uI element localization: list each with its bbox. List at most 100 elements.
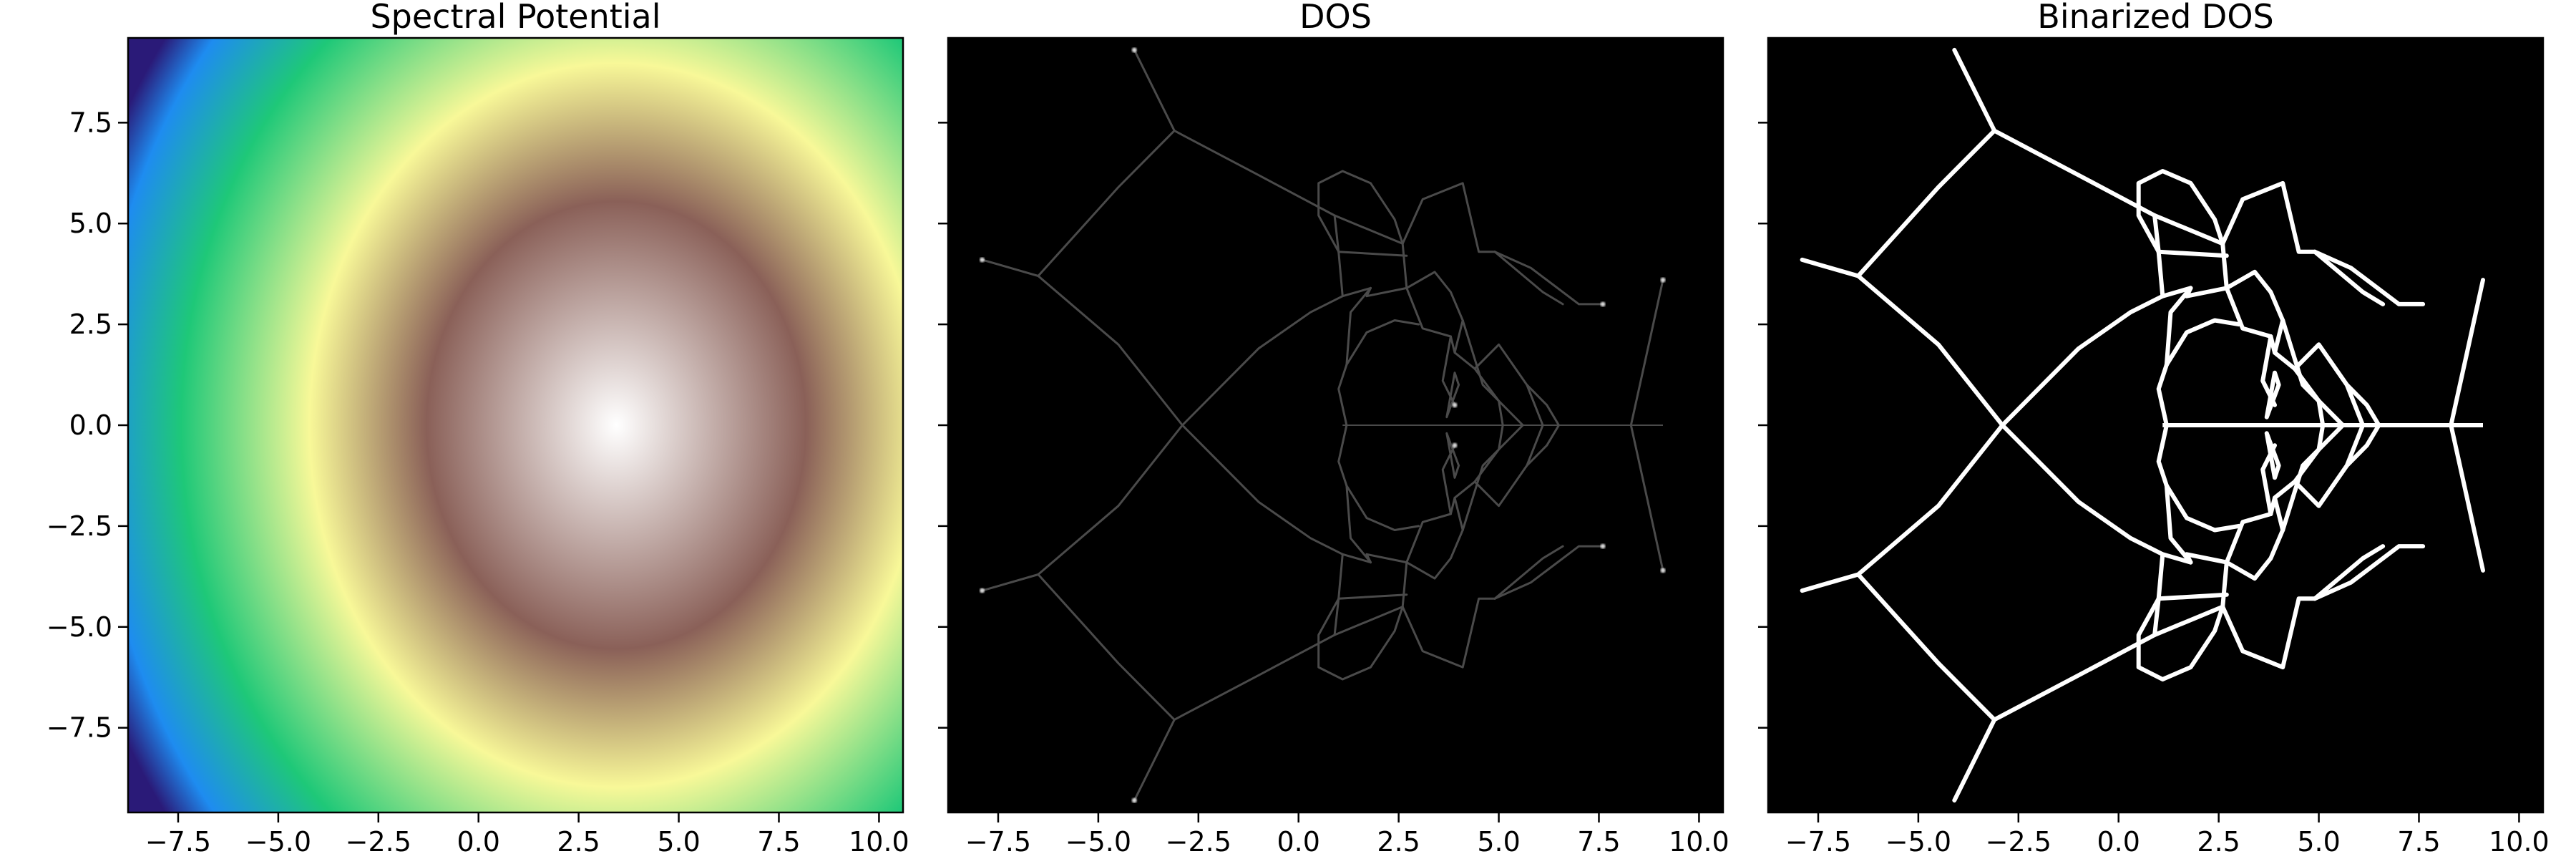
binarized-dos-curve-18-upper (2264, 370, 2281, 419)
x-tick-label: 0.0 (1277, 826, 1320, 858)
binarized-dos-curve-21-upper (2273, 350, 2326, 427)
x-tick-label: 0.0 (457, 826, 500, 858)
dos-curve-5-upper (1333, 214, 1340, 253)
x-tick-label: −5.0 (1065, 826, 1131, 858)
dos-curve-8-upper (1401, 182, 1496, 253)
binarized-dos-x-axis: −7.5 −5.0 −2.5 0.0 2.5 5.0 7.5 10.0 (1785, 812, 2550, 858)
y-tick-label: 7.5 (69, 107, 112, 138)
dos-curve-0-upper (1133, 49, 1404, 245)
binarized-dos-curve-18-lower (2264, 431, 2281, 480)
binarized-dos-curve-14-upper (2313, 249, 2426, 306)
dos-curve-7-lower (1337, 593, 1408, 600)
dos-curve-12-lower (1405, 513, 1452, 564)
x-tick-label: −5.0 (245, 826, 311, 858)
binarized-dos-curve-23-upper (2344, 382, 2381, 427)
x-tick-label: −2.5 (346, 826, 411, 858)
dos-curve-23-upper (1526, 384, 1560, 427)
binarized-dos-curve-14-lower (2313, 544, 2426, 601)
dos-curve-24-upper (1629, 278, 1664, 427)
dos-curve-20-lower (1461, 424, 1524, 531)
binarized-dos-curve-19-lower (2164, 483, 2241, 533)
binarized-dos-curve-12-lower (2224, 512, 2273, 565)
dos-curve-5-lower (1333, 597, 1340, 636)
x-tick-label: 5.0 (2297, 826, 2340, 858)
binarized-dos-curve-4-upper (2220, 241, 2229, 291)
binarized-dos-curve-1-lower (1855, 572, 1997, 722)
binarized-dos-curve-23-lower (2344, 423, 2381, 468)
dos-bright-point (1131, 47, 1137, 53)
dos-bright-point (1660, 568, 1666, 573)
binarized-dos-curve-12-upper (2224, 286, 2273, 339)
dos-curve-21-upper (1453, 351, 1504, 427)
binarized-dos-curve-24-lower (2449, 423, 2485, 573)
binarized-dos-curve-20-lower (2280, 423, 2346, 533)
dos-curves (980, 47, 1666, 803)
x-tick-label: −2.5 (1166, 826, 1231, 858)
dos-curve-20-upper (1461, 319, 1524, 427)
dos-curve-24-lower (1629, 424, 1664, 572)
x-tick-label: −2.5 (1986, 826, 2051, 858)
dos-curve-1-upper (1037, 130, 1176, 277)
dos-curve-13-upper (1493, 251, 1564, 306)
dos-x-axis: −7.5 −5.0 −2.5 0.0 2.5 5.0 7.5 10.0 (965, 812, 1729, 858)
dos-curve-18-lower (1445, 432, 1460, 479)
dos-curve-19-upper (1345, 319, 1420, 366)
x-tick-label: −7.5 (965, 826, 1031, 858)
dos-curve-0-lower (1133, 606, 1404, 802)
binarized-dos-curve-3-upper (2000, 286, 2193, 427)
dos-curve-13-lower (1493, 545, 1564, 600)
binarized-dos-curve-7-upper (2156, 249, 2229, 258)
dos-curve-9-upper (1317, 170, 1404, 253)
spectral-potential-y-axis: 7.5 5.0 2.5 0.0 −2.5 −5.0 −7.5 (47, 107, 128, 744)
x-tick-label: 7.5 (757, 826, 800, 858)
binarized-dos-curves (1800, 47, 2485, 803)
dos-bright-point (1452, 442, 1458, 448)
binarized-dos-curve-6-lower (2156, 552, 2165, 601)
x-tick-label: 2.5 (1377, 826, 1420, 858)
binarized-dos-curve-5-upper (2152, 213, 2161, 254)
x-tick-label: 0.0 (2097, 826, 2140, 858)
dos-curve-10-upper (1405, 271, 1464, 321)
dos-curve-7-upper (1337, 251, 1408, 257)
dos-bright-point (1600, 543, 1606, 549)
binarized-dos-curve-22-lower (2293, 423, 2366, 508)
binarized-dos-curve-7-lower (2156, 592, 2229, 601)
dos-curve-23-lower (1526, 424, 1560, 467)
x-tick-label: 5.0 (657, 826, 700, 858)
binarized-dos-curve-6-upper (2156, 249, 2165, 299)
x-tick-label: 5.0 (1477, 826, 1520, 858)
dos-y-axis (938, 122, 948, 729)
dos-curve-4-lower (1401, 561, 1408, 608)
dos-bright-point (980, 588, 985, 593)
binarized-dos-curve-15-upper (2164, 286, 2193, 367)
x-tick-label: 7.5 (2397, 826, 2440, 858)
dos-title: DOS (1299, 0, 1372, 36)
binarized-dos-curve-3-lower (2000, 423, 2193, 565)
dos-curve-2-lower (981, 424, 1184, 592)
dos-curve-25-lower (1337, 424, 1348, 487)
dos-curve-9-lower (1317, 597, 1404, 681)
dos-curve-6-upper (1337, 251, 1344, 298)
dos-curve-14-lower (1493, 545, 1604, 600)
x-tick-label: 7.5 (1577, 826, 1620, 858)
y-tick-label: −2.5 (47, 510, 112, 542)
x-tick-label: 10.0 (849, 826, 909, 858)
spectral-potential-x-axis: −7.5 −5.0 −2.5 0.0 2.5 5.0 7.5 10.0 (145, 812, 909, 858)
dos-curve-10-lower (1405, 529, 1464, 580)
binarized-dos-curve-10-upper (2224, 269, 2285, 323)
dos-curve-18-upper (1445, 372, 1460, 419)
binarized-dos-curve-25-lower (2156, 423, 2169, 488)
binarized-dos-curve-25-upper (2156, 362, 2169, 427)
binarized-dos-curve-8-upper (2220, 180, 2317, 254)
dos-curve-21-lower (1453, 424, 1504, 499)
dos-curve-3-lower (1181, 424, 1372, 564)
binarized-dos-curve-20-upper (2280, 318, 2346, 427)
binarized-dos-curve-8-lower (2220, 596, 2317, 670)
x-tick-label: 10.0 (1669, 826, 1729, 858)
spectral-potential-title: Spectral Potential (370, 0, 660, 36)
binarized-dos-curve-0-upper (1952, 47, 2225, 246)
y-tick-label: −5.0 (47, 611, 112, 643)
dos-curve-3-upper (1181, 286, 1372, 427)
binarized-dos-y-axis (1758, 122, 1768, 729)
